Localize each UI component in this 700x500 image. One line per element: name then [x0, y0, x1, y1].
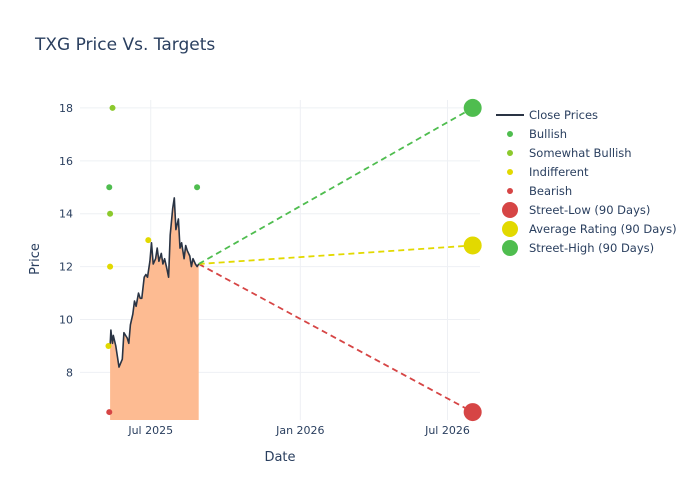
legend-label: Street-Low (90 Days): [529, 203, 650, 217]
y-tick-label: 12: [59, 261, 73, 274]
average-rating-90-days-marker: [463, 236, 482, 255]
street-low-90-days-marker: [463, 403, 482, 422]
y-tick-label: 18: [59, 102, 73, 115]
x-tick-labels: Jul 2025 Jan 2026 Jul 2026: [127, 424, 470, 437]
legend-label: Close Prices: [529, 108, 598, 122]
average-rating-90-days-line: [198, 244, 473, 265]
y-tick-label: 16: [59, 155, 73, 168]
y-tick-labels: 8 10 12 14 16 18: [59, 102, 73, 379]
legend-dot-swatch: [502, 221, 518, 237]
y-tick-label: 8: [66, 366, 73, 379]
legend-label: Bullish: [529, 127, 567, 141]
indifferent-rating-marker: [145, 237, 152, 244]
y-axis-title: Price: [28, 243, 43, 275]
legend-label: Street-High (90 Days): [529, 241, 654, 255]
legend-dot-swatch: [502, 240, 518, 256]
marker-layer: [105, 98, 482, 422]
x-axis-title: Date: [264, 450, 295, 465]
line-layer: [109, 197, 200, 368]
legend-dot-swatch: [507, 131, 513, 137]
x-tick-label: Jul 2026: [424, 424, 470, 437]
area-layer: [110, 197, 199, 420]
bullish-rating-marker: [194, 184, 201, 191]
indifferent-rating-marker: [107, 263, 114, 270]
close-price-line: [109, 197, 200, 368]
bullish-rating-marker: [106, 184, 113, 191]
street-high-90-days-marker: [463, 98, 482, 117]
legend-dot-swatch: [507, 188, 513, 194]
y-tick-label: 10: [59, 314, 73, 327]
indifferent-rating-marker: [105, 342, 112, 349]
legend-label: Indifferent: [529, 165, 589, 179]
street-high-90-days-line: [198, 107, 474, 265]
chart-title: TXG Price Vs. Targets: [34, 35, 215, 55]
legend-dot-swatch: [502, 202, 518, 218]
x-tick-label: Jul 2025: [127, 424, 173, 437]
legend-label: Bearish: [529, 184, 572, 198]
bearish-rating-marker: [106, 409, 113, 416]
somewhat-bullish-rating-marker: [109, 104, 116, 111]
legend: Close Prices Bullish Somewhat Bullish Indif…: [496, 108, 677, 256]
legend-label: Average Rating (90 Days): [529, 222, 677, 236]
legend-dot-swatch: [507, 169, 513, 175]
legend-label: Somewhat Bullish: [529, 146, 632, 160]
close-price-area: [110, 197, 199, 420]
y-tick-label: 14: [59, 208, 73, 221]
street-low-90-days-line: [198, 263, 474, 413]
legend-dot-swatch: [507, 150, 513, 156]
target-layer: [198, 107, 474, 413]
somewhat-bullish-rating-marker: [107, 210, 114, 217]
x-tick-label: Jan 2026: [275, 424, 324, 437]
